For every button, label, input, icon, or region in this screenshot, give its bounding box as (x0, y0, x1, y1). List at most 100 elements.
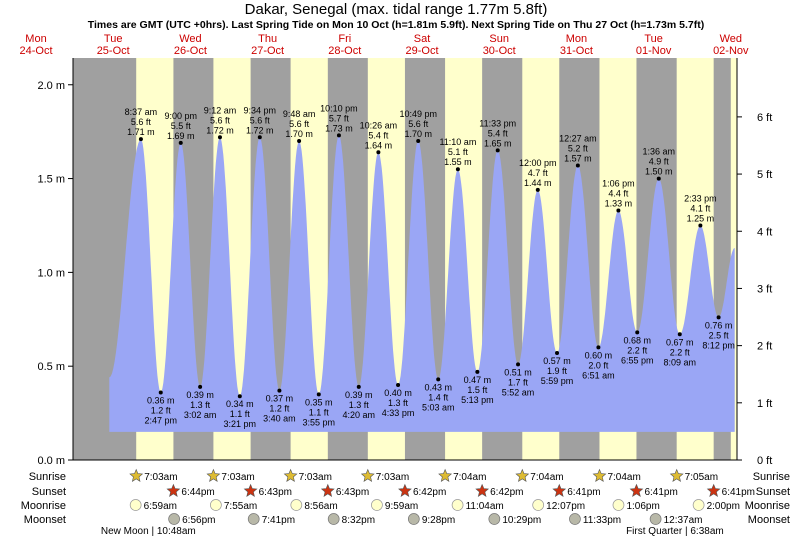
row-label-left-moonrise: Moonrise (21, 500, 66, 512)
day-label-date: 25-Oct (97, 45, 130, 57)
low-tide-metres: 0.39 m (186, 390, 214, 400)
moonrise-time: 12:07pm (546, 501, 585, 512)
chart-subtitle: Times are GMT (UTC +0hrs). Last Spring T… (88, 19, 704, 31)
high-tide-metres: 1.50 m (645, 167, 673, 177)
moonrise-icon (371, 499, 383, 511)
low-tide-feet: 1.4 ft (428, 392, 449, 402)
moonrise-icon (451, 499, 464, 511)
low-tide-feet: 2.0 ft (588, 360, 609, 370)
sunset-time: 6:41pm (722, 487, 755, 498)
row-label-right-moonset: Moonset (748, 514, 790, 526)
day-label-dow: Mon (566, 33, 587, 45)
low-tide-point (596, 345, 601, 350)
y-tick-label-m: 1.0 m (37, 267, 65, 279)
high-tide-point (575, 163, 580, 168)
low-tide-time: 4:20 am (343, 410, 376, 420)
moonset-time: 7:41pm (262, 515, 295, 526)
low-tide-time: 8:12 pm (702, 340, 735, 350)
high-tide-point (656, 176, 661, 181)
moonrise-time: 11:04am (466, 501, 504, 512)
high-tide-point (535, 187, 540, 192)
high-tide-metres: 1.44 m (524, 178, 552, 188)
tide-area (109, 135, 735, 432)
high-tide-feet: 4.7 ft (528, 168, 549, 178)
high-tide-metres: 1.33 m (605, 198, 633, 208)
high-tide-metres: 1.64 m (365, 140, 393, 150)
low-tide-metres: 0.57 m (543, 356, 571, 366)
low-tide-point (277, 388, 282, 393)
y-tick-label-m: 0.5 m (37, 361, 65, 373)
moonset-icon (327, 513, 340, 525)
moonrise-icon (129, 499, 142, 511)
y-tick-label-ft: 2 ft (757, 341, 772, 353)
high-tide-time: 9:12 am (204, 105, 237, 115)
low-tide-time: 3:40 am (263, 414, 296, 424)
high-tide-time: 1:06 pm (602, 178, 635, 188)
high-tide-time: 10:49 pm (399, 109, 437, 119)
day-label-date: 02-Nov (713, 45, 749, 57)
high-tide-point (455, 167, 460, 172)
high-tide-point (138, 137, 143, 142)
sunrise-icon (669, 468, 684, 482)
y-tick-label-ft: 0 ft (757, 455, 772, 467)
low-tide-time: 8:09 am (664, 357, 697, 367)
low-tide-point (555, 351, 560, 356)
high-tide-metres: 1.70 m (285, 129, 313, 139)
low-tide-point (356, 384, 361, 389)
sunset-icon (243, 483, 258, 497)
moonset-time: 6:56pm (182, 515, 215, 526)
high-tide-time: 12:00 pm (519, 158, 557, 168)
day-labels: Mon24-OctTue25-OctWed26-OctThu27-OctFri2… (19, 33, 749, 57)
low-tide-feet: 1.1 ft (309, 407, 330, 417)
low-tide-point (158, 390, 163, 395)
day-label-dow: Tue (644, 33, 663, 45)
day-label-dow: Thu (258, 33, 277, 45)
moonset-time: 10:29pm (502, 515, 541, 526)
moonrise-icon (532, 499, 545, 511)
low-tide-feet: 1.3 ft (190, 400, 211, 410)
moonset-time: 8:32pm (342, 515, 375, 526)
tide-extreme-labels: 8:37 am5.6 ft1.71 m0.36 m1.2 ft2:47 pm9:… (125, 103, 735, 429)
low-tide-metres: 0.39 m (345, 390, 373, 400)
high-tide-metres: 1.72 m (246, 125, 274, 135)
high-tide-point (616, 208, 621, 213)
high-tide-point (297, 139, 302, 144)
low-tide-feet: 2.2 ft (670, 347, 691, 357)
moonrise-time: 9:59am (385, 501, 418, 512)
low-tide-time: 6:55 pm (621, 355, 654, 365)
low-tide-metres: 0.67 m (666, 337, 694, 347)
day-label-dow: Tue (104, 33, 123, 45)
sunrise-time: 7:05am (685, 472, 718, 483)
high-tide-feet: 5.4 ft (368, 130, 389, 140)
sunrise-time: 7:04am (530, 472, 563, 483)
day-label-dow: Wed (720, 33, 742, 45)
row-label-right-sunrise: Sunrise (753, 471, 790, 483)
low-tide-time: 5:59 pm (541, 376, 574, 386)
sunset-icon (475, 483, 490, 497)
high-tide-metres: 1.70 m (404, 129, 432, 139)
high-tide-time: 8:37 am (125, 107, 158, 117)
low-tide-feet: 1.2 ft (269, 404, 290, 414)
high-tide-time: 2:33 pm (684, 193, 717, 203)
sunrise-icon (438, 468, 453, 482)
sunset-icon (320, 483, 335, 497)
moonset-time: 9:28pm (422, 515, 455, 526)
high-tide-metres: 1.55 m (444, 157, 472, 167)
high-tide-time: 9:48 am (283, 109, 316, 119)
high-tide-time: 9:00 pm (164, 111, 197, 121)
day-label-date: 29-Oct (405, 45, 438, 57)
moonrise-time: 2:00pm (707, 501, 740, 512)
moonset-time: 11:33pm (583, 515, 621, 526)
high-tide-metres: 1.73 m (325, 123, 353, 133)
high-tide-metres: 1.69 m (167, 131, 195, 141)
high-tide-point (257, 135, 262, 140)
high-tide-time: 1:36 am (643, 147, 676, 157)
low-tide-time: 3:02 am (184, 410, 217, 420)
low-tide-time: 3:21 pm (224, 419, 257, 429)
sunset-time: 6:43pm (336, 487, 369, 498)
high-tide-time: 12:27 am (559, 133, 597, 143)
sunrise-icon (515, 468, 530, 482)
high-tide-metres: 1.57 m (564, 153, 592, 163)
low-tide-feet: 1.2 ft (151, 405, 172, 415)
sunrise-time: 7:03am (221, 472, 254, 483)
